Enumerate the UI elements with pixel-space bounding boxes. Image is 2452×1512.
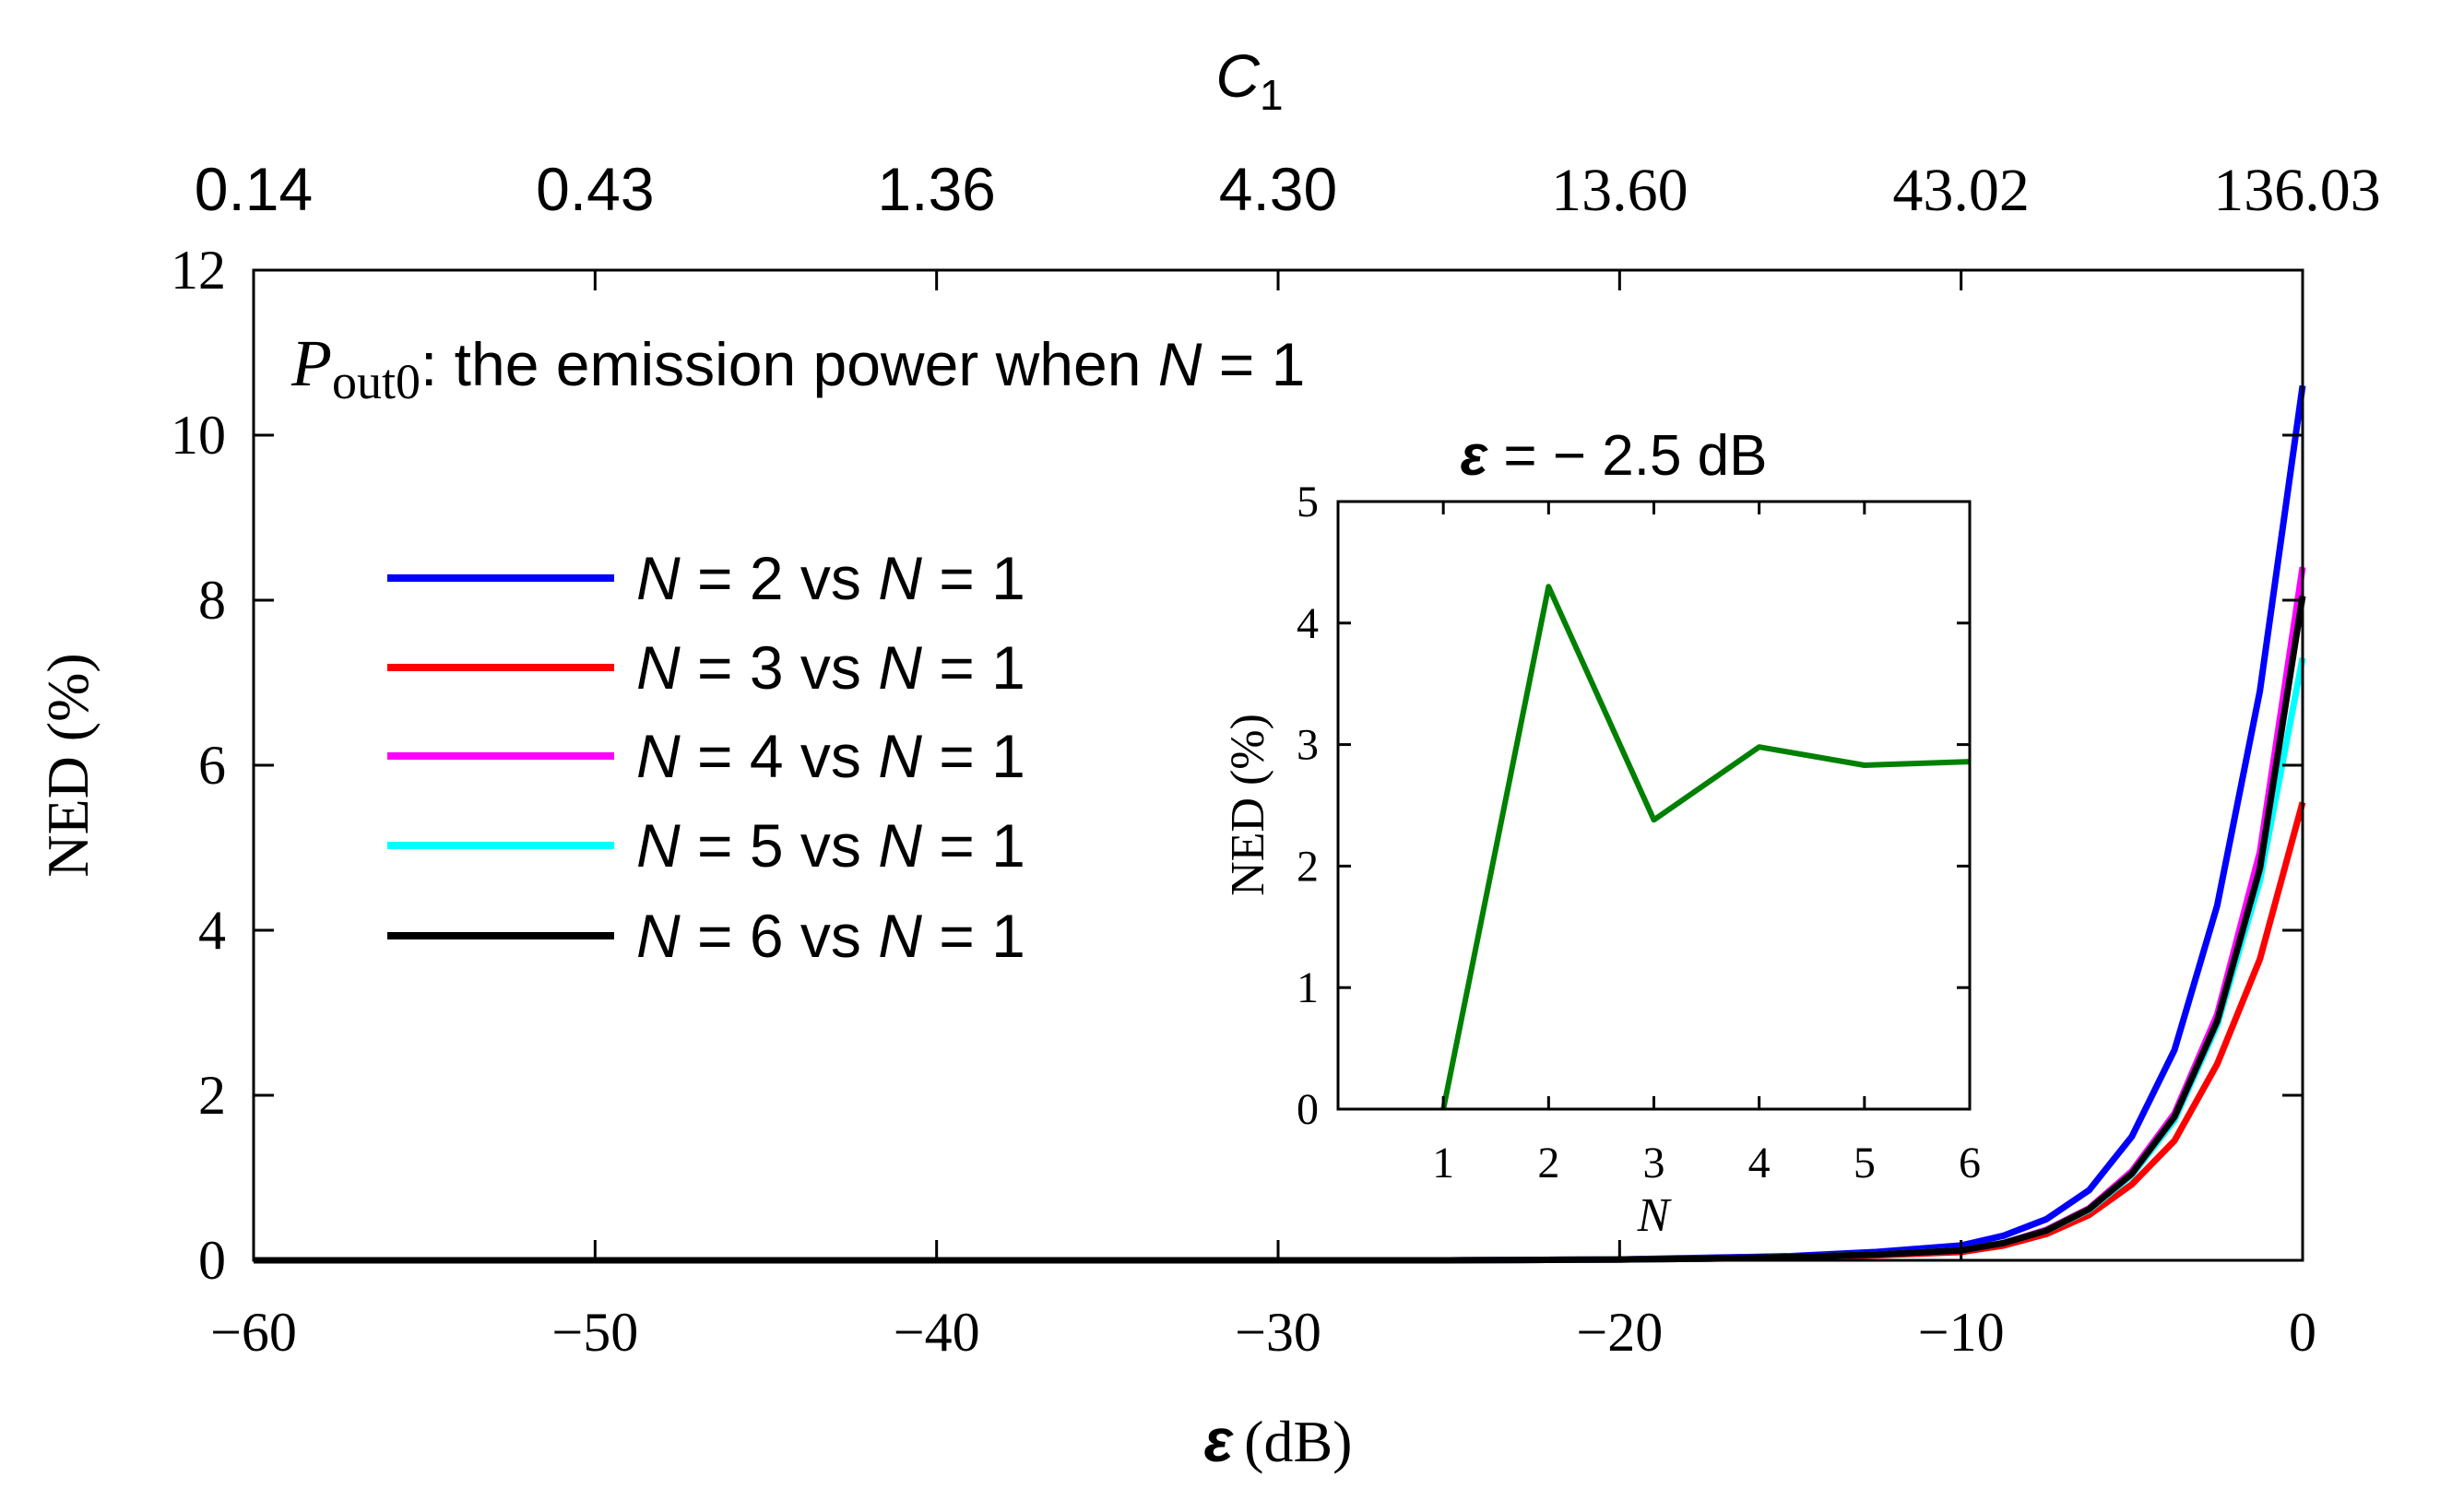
legend-entry: N = 2 vs N = 1 xyxy=(387,544,1025,612)
inset-y-tick-label: 4 xyxy=(1297,599,1319,648)
top-tick-label: 0.14 xyxy=(195,155,313,223)
inset-x-tick-label: 2 xyxy=(1537,1139,1559,1187)
legend-label: N = 3 vs N = 1 xyxy=(636,633,1025,702)
inset-title: ε = − 2.5 dB xyxy=(1460,424,1767,488)
inset-x-axis-label: N xyxy=(1637,1189,1673,1242)
inset-y-tick-labels: 0 1 2 3 4 5 xyxy=(1297,478,1319,1134)
series-line xyxy=(254,595,2306,1264)
x-tick-label: −30 xyxy=(1235,1302,1321,1363)
inset-y-tick-label: 1 xyxy=(1297,963,1319,1012)
inset-series-line xyxy=(1440,584,1971,1110)
inset-y-tick-label: 3 xyxy=(1297,721,1319,770)
legend: N = 2 vs N = 1 N = 3 vs N = 1 N = 4 vs N… xyxy=(387,544,1025,970)
y-tick-label: 8 xyxy=(198,570,226,631)
inset-axis-ticks xyxy=(1338,500,1972,1111)
legend-label: N = 5 vs N = 1 xyxy=(636,811,1025,880)
legend-entry: N = 6 vs N = 1 xyxy=(387,902,1025,970)
x-tick-label: −50 xyxy=(551,1302,638,1363)
x-tick-label: −60 xyxy=(210,1302,297,1363)
inset-x-tick-label: 5 xyxy=(1854,1139,1876,1187)
series-line xyxy=(254,801,2306,1264)
inset-x-tick-label: 4 xyxy=(1748,1139,1771,1187)
series-line xyxy=(254,384,2306,1264)
x-tick-label: −20 xyxy=(1576,1302,1663,1363)
legend-label: N = 4 vs N = 1 xyxy=(636,722,1025,790)
legend-label: N = 6 vs N = 1 xyxy=(636,902,1025,970)
inset-x-tick-label: 1 xyxy=(1432,1139,1454,1187)
inset-x-tick-label: 3 xyxy=(1643,1139,1665,1187)
inset-y-tick-label: 2 xyxy=(1297,842,1319,891)
top-tick-label: 136.03 xyxy=(2213,157,2381,224)
main-plot-lines xyxy=(254,384,2306,1264)
legend-entry: N = 5 vs N = 1 xyxy=(387,811,1025,880)
y-tick-label: 12 xyxy=(171,240,226,301)
series-line xyxy=(254,657,2306,1264)
emission-power-annotation: Pout0: the emission power when N = 1 xyxy=(290,326,1305,409)
top-tick-label: 0.43 xyxy=(536,155,654,223)
inset-y-tick-label: 0 xyxy=(1297,1085,1319,1134)
main-y-axis-label: NED (%) xyxy=(35,653,101,877)
top-tick-label: 4.30 xyxy=(1219,155,1337,223)
inset-plot-lines xyxy=(1440,584,1971,1110)
x-tick-label: −40 xyxy=(894,1302,980,1363)
top-tick-label: 13.60 xyxy=(1551,157,1688,224)
main-axis-ticks xyxy=(252,268,2304,1262)
inset-y-tick-label: 5 xyxy=(1297,478,1319,526)
main-plot-frame xyxy=(252,268,2304,1262)
inset-background xyxy=(1338,502,1970,1109)
inset-x-tick-label: 6 xyxy=(1959,1139,1981,1187)
y-tick-label: 2 xyxy=(198,1065,226,1126)
main-y-tick-labels: 0 2 4 6 8 10 12 xyxy=(171,240,226,1291)
x-tick-label: −10 xyxy=(1918,1302,2005,1363)
y-tick-label: 0 xyxy=(198,1230,226,1291)
main-x-tick-labels: −60 −50 −40 −30 −20 −10 0 xyxy=(210,1302,2316,1363)
top-tick-label: 43.02 xyxy=(1892,157,2030,224)
top-axis-label: C1 xyxy=(1215,41,1283,119)
top-tick-label: 1.36 xyxy=(877,155,995,223)
y-tick-label: 6 xyxy=(198,735,226,796)
inset-y-axis-label: NED (%) xyxy=(1222,714,1274,896)
y-tick-label: 10 xyxy=(171,405,226,466)
legend-entry: N = 3 vs N = 1 xyxy=(387,633,1025,702)
y-tick-label: 4 xyxy=(198,900,226,961)
x-tick-label: 0 xyxy=(2289,1302,2316,1363)
main-x-axis-label: ε (dB) xyxy=(1204,1406,1353,1474)
legend-label: N = 2 vs N = 1 xyxy=(636,544,1025,612)
inset-x-tick-labels: 1 2 3 4 5 6 xyxy=(1432,1139,1981,1187)
legend-entry: N = 4 vs N = 1 xyxy=(387,722,1025,790)
top-axis-tick-labels: 0.14 0.43 1.36 4.30 13.60 43.02 136.03 xyxy=(195,155,2381,224)
